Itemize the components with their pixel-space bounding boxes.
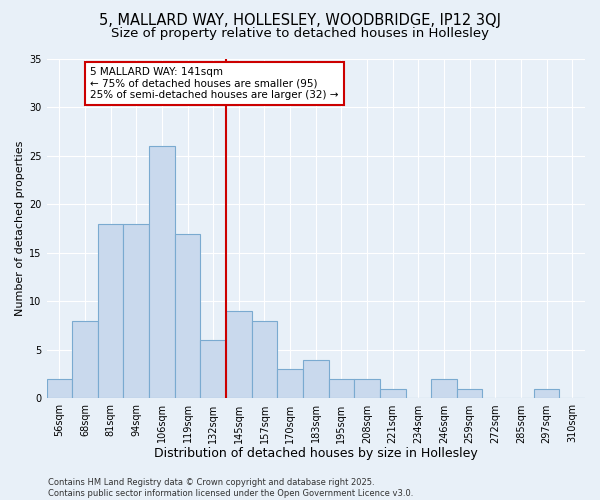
Text: Contains HM Land Registry data © Crown copyright and database right 2025.
Contai: Contains HM Land Registry data © Crown c… xyxy=(48,478,413,498)
Bar xyxy=(226,311,251,398)
Bar xyxy=(175,234,200,398)
Bar xyxy=(98,224,124,398)
Bar xyxy=(200,340,226,398)
Bar xyxy=(457,389,482,398)
Text: 5, MALLARD WAY, HOLLESLEY, WOODBRIDGE, IP12 3QJ: 5, MALLARD WAY, HOLLESLEY, WOODBRIDGE, I… xyxy=(99,12,501,28)
Bar xyxy=(72,321,98,398)
Bar xyxy=(124,224,149,398)
Bar xyxy=(303,360,329,399)
Bar xyxy=(277,370,303,398)
Bar xyxy=(431,379,457,398)
Text: Size of property relative to detached houses in Hollesley: Size of property relative to detached ho… xyxy=(111,28,489,40)
Bar xyxy=(354,379,380,398)
Bar xyxy=(251,321,277,398)
Bar xyxy=(47,379,72,398)
Bar xyxy=(149,146,175,398)
Bar xyxy=(329,379,354,398)
Bar xyxy=(534,389,559,398)
Y-axis label: Number of detached properties: Number of detached properties xyxy=(15,141,25,316)
X-axis label: Distribution of detached houses by size in Hollesley: Distribution of detached houses by size … xyxy=(154,447,478,460)
Text: 5 MALLARD WAY: 141sqm
← 75% of detached houses are smaller (95)
25% of semi-deta: 5 MALLARD WAY: 141sqm ← 75% of detached … xyxy=(90,67,338,100)
Bar xyxy=(380,389,406,398)
